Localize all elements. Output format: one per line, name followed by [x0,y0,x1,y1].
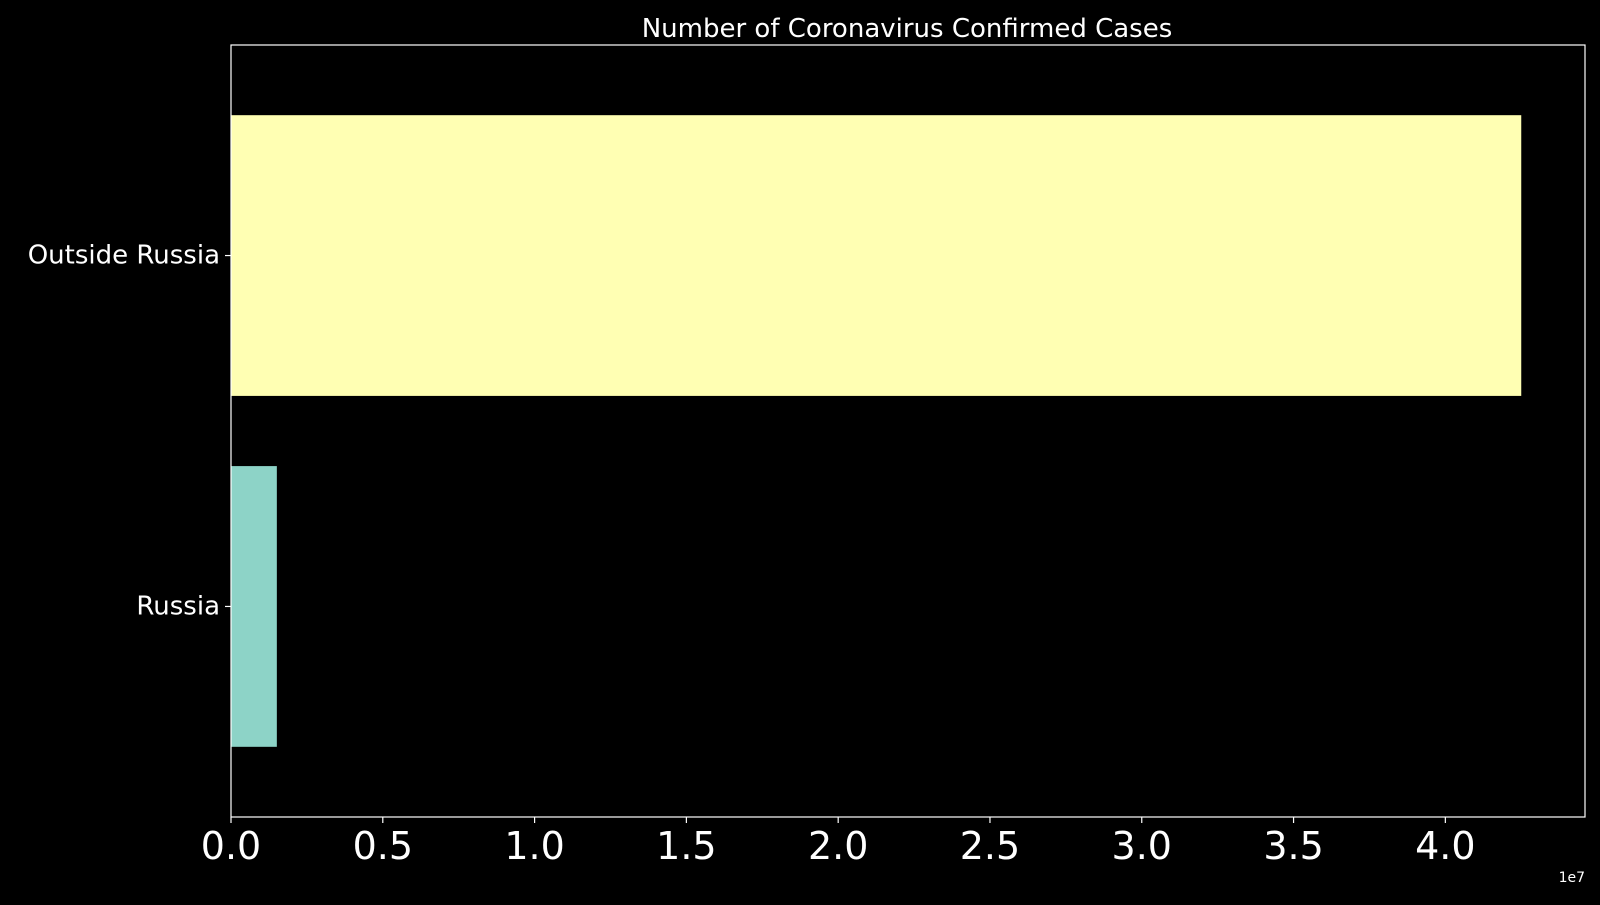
y-tick-label-russia: Russia [136,591,220,621]
bar-russia [231,466,277,747]
x-tick-label: 2.0 [808,824,868,868]
x-tick-label: 3.5 [1263,824,1323,868]
x-tick-label: 4.0 [1415,824,1475,868]
x-tick-label: 0.0 [201,824,261,868]
x-tick-label: 1.5 [656,824,716,868]
x-tick-label: 1.0 [504,824,564,868]
y-tick-label-outside-russia: Outside Russia [28,241,220,271]
x-tick-label: 2.5 [960,824,1020,868]
y-axis: Russia Outside Russia [28,241,231,621]
bar-outside-russia [231,115,1522,396]
x-tick-label: 3.0 [1112,824,1172,868]
chart-title: Number of Coronavirus Confirmed Cases [642,14,1173,44]
plot-frame [230,44,1586,818]
x-axis: 0.0 0.5 1.0 1.5 2.0 2.5 3.0 3.5 4.0 [201,817,1476,868]
bars-layer [231,115,1522,747]
x-axis-offset-label: 1e7 [1559,870,1585,886]
x-tick-label: 0.5 [353,824,413,868]
